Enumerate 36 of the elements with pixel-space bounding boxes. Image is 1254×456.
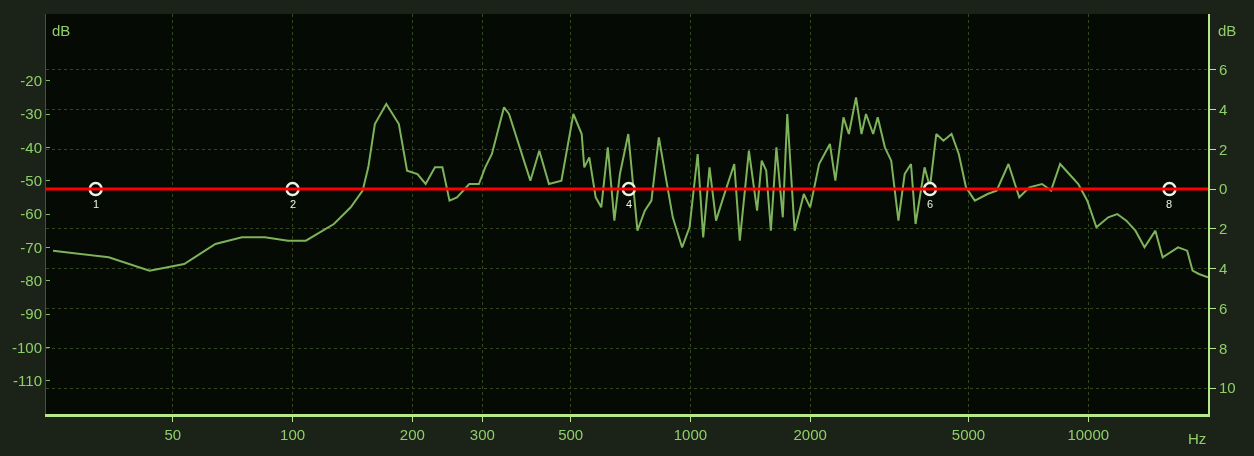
y-tick-label: -20	[20, 71, 42, 89]
y2-tick-label: 8	[1219, 339, 1228, 357]
y2-tick-label: 4	[1219, 100, 1228, 118]
y-tick-label: -30	[20, 105, 42, 123]
x-tick-label: 500	[558, 426, 584, 443]
y2-tick-label: 2	[1219, 140, 1228, 158]
x-tick-label: 300	[469, 426, 495, 443]
y-tick-label: -90	[20, 305, 42, 323]
x-tick-label: 200	[399, 426, 425, 443]
annotation: 1	[93, 198, 100, 210]
y2-tick-label: 6	[1219, 60, 1228, 78]
y2-tick-label: 10	[1219, 379, 1236, 397]
y-tick-label: -110	[13, 371, 42, 389]
x-tick-label: 5000	[951, 426, 986, 443]
x-tick-label: 50	[164, 426, 182, 443]
annotation: 6	[927, 198, 934, 210]
y2-tick-label: 2	[1219, 220, 1228, 238]
y-tick-label: -40	[20, 138, 42, 156]
y-tick-label: -60	[20, 205, 42, 223]
y2-tick-label: 4	[1219, 259, 1228, 277]
annotation: 8	[1166, 198, 1173, 210]
x-tick-label: 2000	[793, 426, 827, 443]
annotation: 4	[626, 198, 633, 210]
annotation: 2	[290, 198, 297, 210]
y2-tick-label: 6	[1219, 299, 1228, 317]
x-tick-label: 10000	[1067, 426, 1110, 443]
y-tick-label: -100	[11, 338, 42, 356]
y-axis-title: dB	[52, 22, 71, 39]
y-tick-label: -50	[20, 171, 42, 189]
y2-tick-label: 0	[1219, 180, 1228, 198]
y-tick-label: -80	[20, 271, 42, 289]
y2-axis-title: dB	[1218, 22, 1237, 39]
x-tick-label: 100	[280, 426, 306, 443]
x-axis-title: Hz	[1188, 430, 1207, 447]
x-tick-label: 1000	[673, 426, 708, 443]
y-tick-label: -70	[20, 238, 42, 256]
